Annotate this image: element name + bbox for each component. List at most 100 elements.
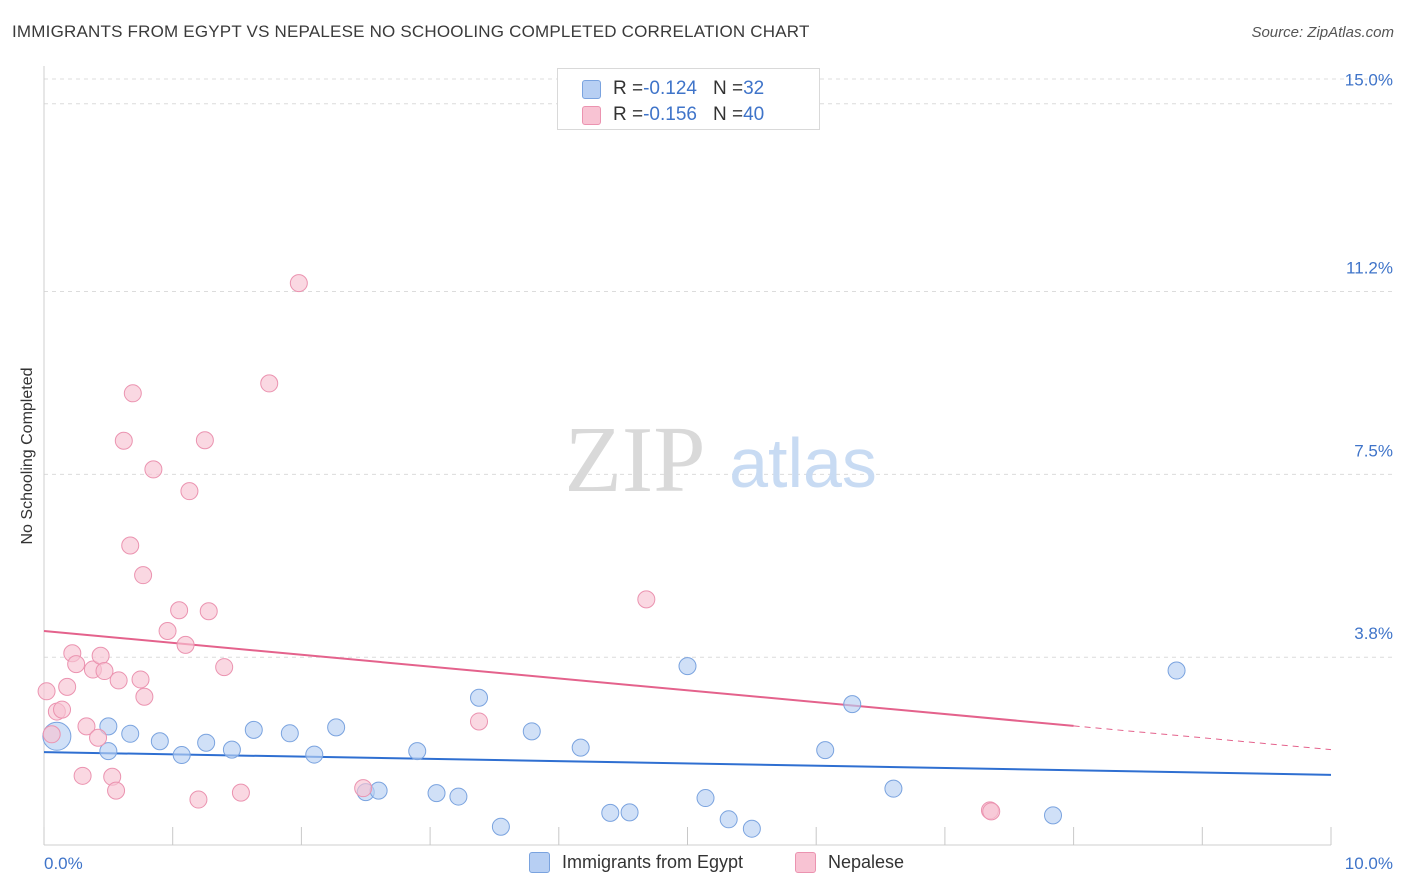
egypt-point xyxy=(843,695,862,714)
nepalese-point xyxy=(982,802,1001,821)
source-label: Source: ZipAtlas.com xyxy=(1251,24,1394,41)
nepalese-point xyxy=(158,622,177,641)
egypt-point xyxy=(99,742,118,761)
egypt-point xyxy=(1044,806,1063,825)
egypt-point xyxy=(449,787,468,806)
legend-label: Immigrants from Egypt xyxy=(562,852,744,872)
y-axis-label: No Schooling Completed xyxy=(19,367,36,545)
egypt-point xyxy=(884,779,903,798)
nepalese-point xyxy=(195,431,214,450)
nepalese-point xyxy=(89,728,108,747)
r-value: -0.156 xyxy=(643,104,697,125)
egypt-point xyxy=(470,688,489,707)
egypt-point xyxy=(427,784,446,803)
egypt-point xyxy=(197,733,216,752)
egypt-point xyxy=(327,718,346,737)
egypt-point xyxy=(719,810,738,829)
r-label: R = xyxy=(613,104,644,125)
y-tick-label: 11.2% xyxy=(1346,259,1393,278)
nepalese-point xyxy=(189,790,208,809)
nepalese-point xyxy=(109,671,128,690)
nepalese-point xyxy=(121,536,140,555)
nepalese-point xyxy=(180,482,199,501)
egypt-point xyxy=(522,722,541,741)
egypt-trend-line xyxy=(43,751,1332,776)
nepalese-point xyxy=(354,779,373,798)
nepal-legend-swatch xyxy=(795,852,816,873)
grid-lines xyxy=(44,78,1392,658)
nepalese-point xyxy=(131,670,150,689)
egypt-point xyxy=(172,746,191,765)
nepalese-point xyxy=(123,384,142,403)
egypt-point xyxy=(280,724,299,743)
egypt-point xyxy=(408,742,427,761)
nepalese-point xyxy=(77,717,96,736)
watermark: ZIP atlas xyxy=(565,408,877,512)
n-label: N = xyxy=(712,104,744,125)
nepalese-point xyxy=(114,431,133,450)
egypt-point xyxy=(696,789,715,808)
y-tick-label: 15.0% xyxy=(1345,71,1393,90)
legend-item-nepalese[interactable]: Nepalese xyxy=(795,852,904,873)
egypt-point xyxy=(816,741,835,760)
egypt-point xyxy=(150,732,169,751)
egypt-point xyxy=(571,738,590,757)
egypt-point xyxy=(244,720,263,739)
nepalese-point xyxy=(37,682,56,701)
nepalese-point xyxy=(73,766,92,785)
nepalese-point xyxy=(144,460,163,479)
watermark-atlas: atlas xyxy=(729,424,877,502)
n-value: 32 xyxy=(743,78,765,99)
chart-title: IMMIGRANTS FROM EGYPT VS NEPALESE NO SCH… xyxy=(12,22,810,41)
nepalese-point xyxy=(53,700,72,719)
n-label: N = xyxy=(712,78,744,99)
data-points xyxy=(37,274,1186,838)
tick-labels: 3.8% 7.5% 11.2% 15.0% 0.0% 10.0% xyxy=(44,71,1393,873)
egypt-point xyxy=(121,724,140,743)
nepalese-point xyxy=(107,781,126,800)
egypt-point xyxy=(620,803,639,822)
n-value: 40 xyxy=(743,104,765,125)
nepalese-point xyxy=(135,687,154,706)
egypt-point xyxy=(1167,661,1186,680)
trend-lines xyxy=(43,630,1332,776)
nepalese-point xyxy=(42,725,61,744)
axes xyxy=(43,66,1332,846)
nepalese-point xyxy=(58,677,77,696)
nepalese-trend-extension xyxy=(1073,725,1332,751)
egypt-point xyxy=(305,745,324,764)
nepalese-point xyxy=(134,566,153,585)
nepal-swatch xyxy=(582,105,601,125)
nepalese-point xyxy=(67,655,86,674)
egypt-point xyxy=(99,717,118,736)
egypt-point xyxy=(491,817,510,836)
legend-item-egypt[interactable]: Immigrants from Egypt xyxy=(529,852,743,873)
egypt-point xyxy=(369,781,388,800)
nepalese-point xyxy=(470,712,489,731)
nepalese-point xyxy=(170,601,189,620)
nepalese-point xyxy=(260,374,279,393)
y-tick-label: 3.8% xyxy=(1354,624,1393,643)
stats-row-egypt: R = -0.124 N = 32 xyxy=(582,77,764,101)
nepalese-point xyxy=(215,658,234,677)
y-tick-label: 7.5% xyxy=(1354,441,1393,460)
r-value: -0.124 xyxy=(643,78,697,99)
egypt-point xyxy=(222,740,241,759)
nepalese-trend-line xyxy=(43,630,1074,727)
x-tick-label: 0.0% xyxy=(44,854,83,873)
nepalese-point xyxy=(95,662,114,681)
nepalese-point xyxy=(91,646,110,665)
nepalese-point xyxy=(637,590,656,609)
nepalese-point xyxy=(231,783,250,802)
nepalese-point xyxy=(176,635,195,654)
x-tick-label: 10.0% xyxy=(1345,854,1393,873)
egypt-point xyxy=(678,657,697,676)
stats-legend: R = -0.124 N = 32 R = -0.156 N = 40 xyxy=(557,68,820,130)
stats-row-nepal: R = -0.156 N = 40 xyxy=(582,103,764,127)
egypt-swatch xyxy=(582,79,601,99)
nepalese-point xyxy=(199,602,218,621)
series-legend: Immigrants from Egypt Nepalese xyxy=(0,852,1406,878)
egypt-point xyxy=(601,803,620,822)
legend-label: Nepalese xyxy=(828,852,905,872)
